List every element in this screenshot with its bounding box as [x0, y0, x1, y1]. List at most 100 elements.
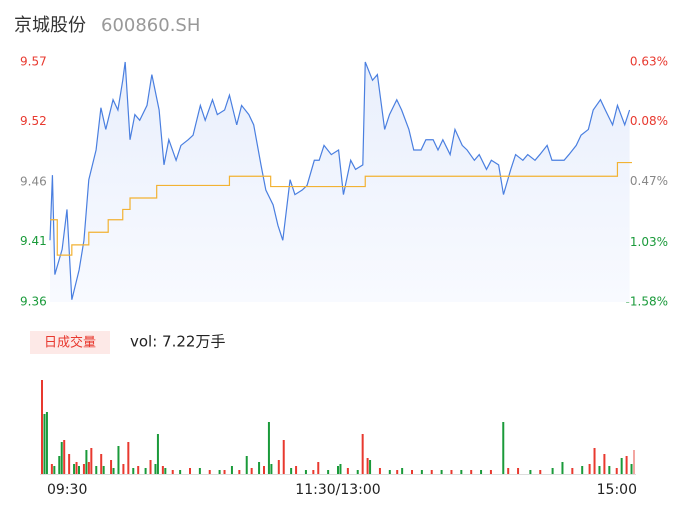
volume-bar — [144, 468, 147, 474]
volume-bar — [346, 468, 349, 474]
volume-bar — [507, 468, 510, 474]
volume-bar — [561, 462, 564, 474]
volume-bar — [90, 448, 93, 474]
volume-bar — [267, 422, 270, 474]
volume-bar — [60, 442, 63, 474]
volume-bar — [238, 470, 241, 474]
volume-bar — [598, 466, 601, 474]
volume-bar — [361, 434, 364, 474]
volume-bar — [63, 440, 66, 474]
volume-bar — [117, 446, 120, 474]
volume-bar — [581, 466, 584, 474]
volume-bar — [179, 470, 182, 474]
volume-bar — [223, 470, 226, 474]
volume-bar — [337, 466, 339, 474]
volume-bar — [317, 462, 320, 474]
volume-bar — [258, 462, 261, 474]
volume-bar — [161, 466, 164, 474]
volume-bar — [127, 442, 130, 474]
volume-bar — [75, 462, 78, 474]
volume-bar — [620, 458, 623, 474]
price-line — [49, 61, 631, 300]
volume-total: vol: 7.22万手 — [130, 333, 225, 351]
volume-bar — [517, 468, 520, 474]
volume-bar — [198, 468, 201, 474]
volume-bar — [82, 464, 85, 474]
volume-bar — [112, 468, 115, 474]
volume-bar — [571, 468, 574, 474]
volume-bar — [630, 464, 633, 474]
volume-bar — [539, 470, 542, 474]
volume-bar — [43, 414, 46, 474]
volume-bar — [401, 468, 404, 474]
y2-tick-label: -0.47% — [626, 174, 668, 188]
volume-bar — [137, 466, 140, 474]
volume-bar — [420, 470, 423, 474]
volume-bar — [378, 468, 381, 474]
volume-bar — [263, 466, 265, 474]
volume-bar — [470, 470, 473, 474]
volume-bar — [430, 470, 433, 474]
volume-bar — [102, 466, 105, 474]
volume-bar — [87, 462, 90, 474]
volume-bar — [440, 470, 443, 474]
volume-bar — [625, 456, 628, 474]
y-tick-label: 9.57 — [20, 55, 47, 69]
volume-bar — [245, 456, 248, 474]
stock-name: 京城股份 — [14, 15, 86, 36]
volume-bar — [110, 460, 113, 474]
volume-bar — [149, 460, 152, 474]
stock-code: 600860.SH — [101, 15, 200, 36]
volume-bar — [388, 470, 391, 474]
volume-bar — [122, 464, 125, 474]
volume-bar — [450, 470, 453, 474]
volume-bar — [529, 470, 532, 474]
volume-bar — [68, 454, 71, 474]
average-line — [50, 161, 632, 256]
volume-bar — [100, 454, 103, 474]
volume-bar — [369, 460, 372, 474]
volume-bar — [85, 450, 88, 474]
volume-bar — [164, 468, 167, 474]
volume-bar — [489, 470, 492, 474]
volume-bar — [290, 468, 293, 474]
volume-bar — [95, 466, 98, 474]
volume-label-box — [30, 331, 110, 354]
volume-bar — [603, 454, 606, 474]
y-tick-label: 9.52 — [20, 114, 47, 128]
y-tick-label: 9.46 — [20, 175, 47, 189]
volume-bar — [588, 464, 591, 474]
volume-bar — [282, 440, 285, 474]
volume-bar — [73, 464, 76, 474]
volume-bar — [608, 466, 611, 474]
volume-bar — [304, 470, 307, 474]
y2-tick-label: 0.63% — [630, 55, 668, 69]
volume-bar — [58, 456, 61, 474]
x-tick-label: 15:00 — [597, 482, 637, 498]
volume-bar — [156, 434, 159, 474]
volume-bar — [53, 466, 56, 474]
volume-bar — [396, 470, 399, 474]
y2-tick-label: -1.03% — [626, 235, 668, 249]
volume-bar — [615, 468, 618, 474]
volume-bar — [250, 468, 253, 474]
volume-bar — [230, 466, 233, 474]
volume-bar — [189, 468, 191, 474]
volume-bar — [593, 448, 596, 474]
y2-tick-label: -1.58% — [626, 295, 668, 309]
volume-bar — [154, 464, 157, 474]
volume-bar — [41, 380, 43, 474]
price-area — [50, 62, 630, 302]
volume-bar — [208, 470, 211, 474]
volume-bar — [356, 470, 359, 474]
volume-bar — [551, 468, 554, 474]
volume-bar — [171, 470, 174, 474]
volume-bar — [327, 470, 330, 474]
volume-bar — [480, 470, 483, 474]
volume-bar — [312, 470, 315, 474]
volume-bar — [295, 466, 298, 474]
volume-bar — [50, 464, 53, 474]
volume-bar — [339, 464, 342, 474]
volume-bar — [460, 470, 463, 474]
